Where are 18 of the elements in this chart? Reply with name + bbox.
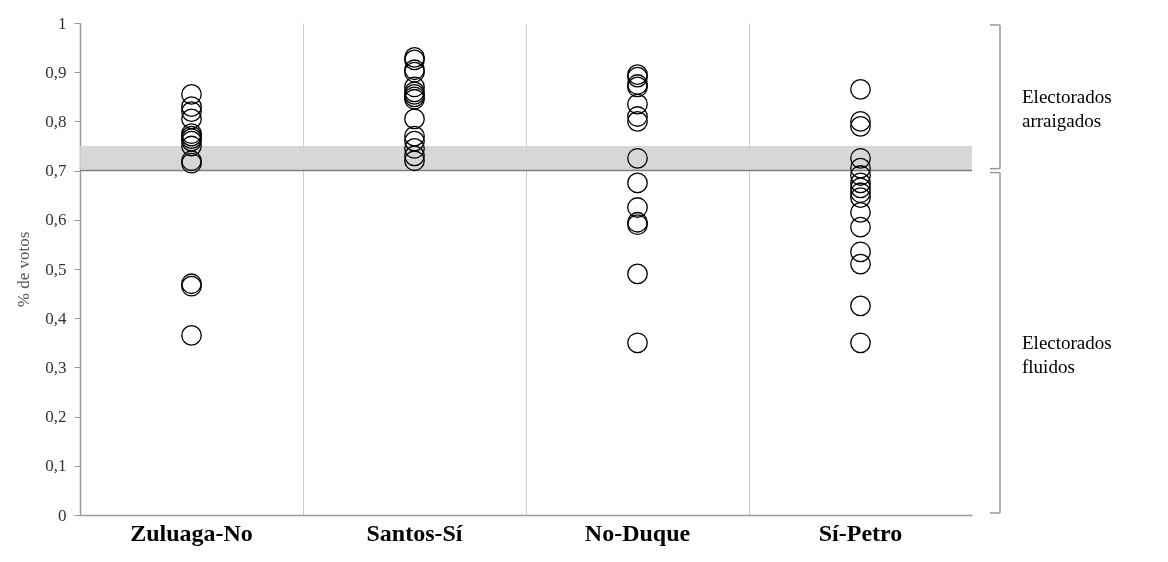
y-tick-label: 1	[58, 13, 67, 33]
y-tick-label: 0,8	[45, 111, 67, 131]
x-tick-label: Sí-Petro	[818, 519, 903, 546]
y-tick-label: 0	[58, 505, 67, 525]
y-tick-label: 0,5	[45, 259, 67, 279]
y-tick-label: 0,3	[45, 357, 67, 377]
text: Electorados arraigados	[1022, 85, 1112, 131]
x-tick-label: No-Duque	[584, 519, 691, 546]
x-tick-label: Zuluaga-No	[130, 519, 253, 546]
y-tick-label: 0,9	[45, 62, 67, 82]
x-tick-label: Santos-Sí	[366, 519, 463, 546]
y-tick-label: 0,7	[45, 161, 67, 181]
y-axis-title: % de votos	[14, 231, 34, 308]
y-tick-label: 0,6	[45, 210, 67, 230]
y-tick-label: 0,2	[45, 407, 67, 427]
text: Electorados fluidos	[1022, 331, 1112, 377]
y-tick-label: 0,1	[45, 456, 67, 476]
y-tick-label: 0,4	[45, 308, 67, 328]
